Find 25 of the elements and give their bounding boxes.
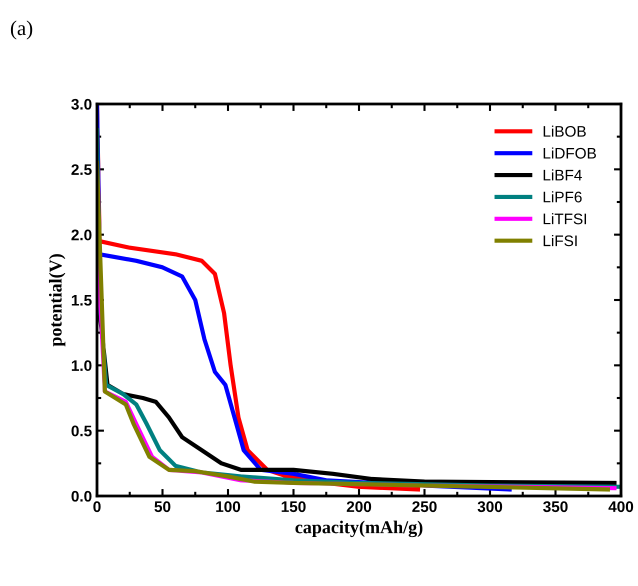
x-tick-label: 0 (93, 501, 101, 512)
x-tick-label: 50 (154, 501, 170, 512)
y-tick-label: 1.0 (72, 360, 92, 372)
legend-label: LiFSI (544, 234, 577, 246)
x-tick-label: 350 (543, 501, 568, 512)
y-tick-label: 3.0 (71, 98, 92, 110)
x-tick-label: 100 (216, 501, 240, 512)
y-tick-label: 2.5 (71, 164, 92, 176)
legend-label: LiTFSI (544, 213, 586, 224)
x-tick-label: 400 (608, 501, 634, 512)
text: (a) (10, 20, 32, 40)
legend-label: LiBF4 (544, 169, 582, 180)
legend-label: LiBOB (544, 126, 586, 137)
y-tick-label: 0.5 (72, 426, 92, 436)
legend-label: LiPF6 (544, 191, 582, 202)
y-tick-label: 0.0 (72, 490, 92, 502)
x-axis-title: capacity(mAh/g) (295, 520, 422, 538)
x-tick-label: 250 (412, 501, 437, 512)
x-tick-label: 200 (346, 501, 372, 512)
x-tick-label: 150 (282, 501, 306, 512)
y-axis-title: potential(V) (48, 254, 66, 346)
y-tick-label: 2.0 (71, 230, 92, 240)
legend-label: LiDFOB (544, 147, 596, 159)
x-tick-label: 300 (478, 501, 502, 512)
y-tick-label: 1.5 (72, 295, 92, 306)
